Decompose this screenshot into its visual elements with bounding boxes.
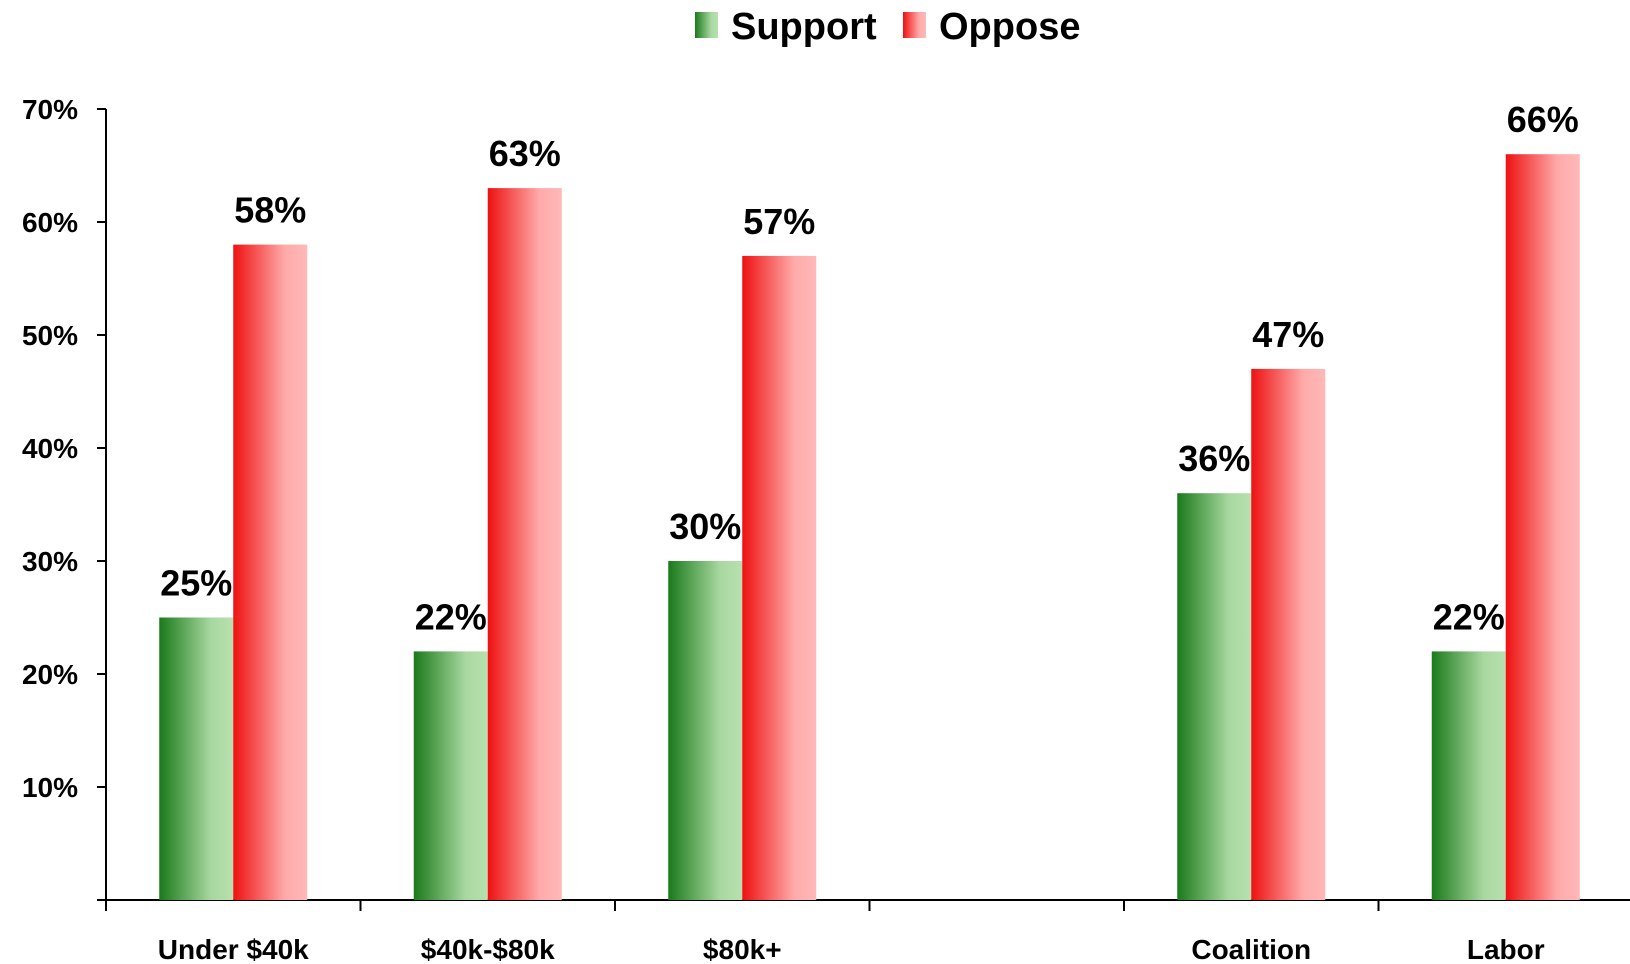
y-tick-label: 60% [22, 207, 78, 238]
data-label-oppose: 58% [234, 190, 306, 231]
bars [159, 154, 1580, 901]
bar-oppose [1505, 154, 1580, 900]
data-label-oppose: 57% [743, 201, 815, 242]
legend-swatch-oppose [903, 12, 926, 38]
bar-support [1431, 651, 1506, 900]
bar-oppose [487, 188, 562, 901]
data-label-support: 22% [1433, 596, 1505, 637]
category-label: Coalition [1191, 934, 1311, 964]
legend-label-oppose: Oppose [939, 6, 1080, 48]
y-axis: 10% 20% 30% 40% 50% 60% 70% [22, 94, 107, 900]
data-label-support: 36% [1178, 438, 1250, 479]
value-labels: 25% 58% 22% 63% 30% 57% 36% 47% 22% 66% [160, 99, 1579, 637]
category-label: $40k-$80k [421, 934, 555, 964]
legend: Support Oppose [695, 6, 1080, 48]
y-tick-label: 70% [22, 94, 78, 125]
bar-support [413, 651, 488, 900]
category-label: Under $40k [158, 934, 309, 964]
bar-support [159, 617, 234, 900]
category-labels: Under $40k $40k-$80k $80k+ Coalition Labor [158, 934, 1545, 964]
y-tick-label: 40% [22, 433, 78, 464]
data-label-oppose: 66% [1507, 99, 1579, 140]
y-tick-label: 50% [22, 320, 78, 351]
x-axis [97, 899, 1630, 911]
y-tick-label: 20% [22, 659, 78, 690]
bar-oppose [1251, 368, 1326, 900]
bar-oppose [742, 255, 817, 900]
data-label-oppose: 47% [1252, 314, 1324, 355]
legend-label-support: Support [731, 6, 877, 48]
data-label-oppose: 63% [489, 133, 561, 174]
category-label: Labor [1467, 934, 1545, 964]
bar-oppose [233, 244, 308, 901]
bar-support [668, 561, 743, 900]
y-tick-label: 10% [22, 772, 78, 803]
legend-swatch-support [695, 12, 718, 38]
data-label-support: 30% [669, 506, 741, 547]
data-label-support: 22% [415, 596, 487, 637]
data-label-support: 25% [160, 563, 232, 604]
category-label: $80k+ [703, 934, 782, 964]
bar-support [1177, 493, 1252, 900]
y-tick-label: 30% [22, 546, 78, 577]
